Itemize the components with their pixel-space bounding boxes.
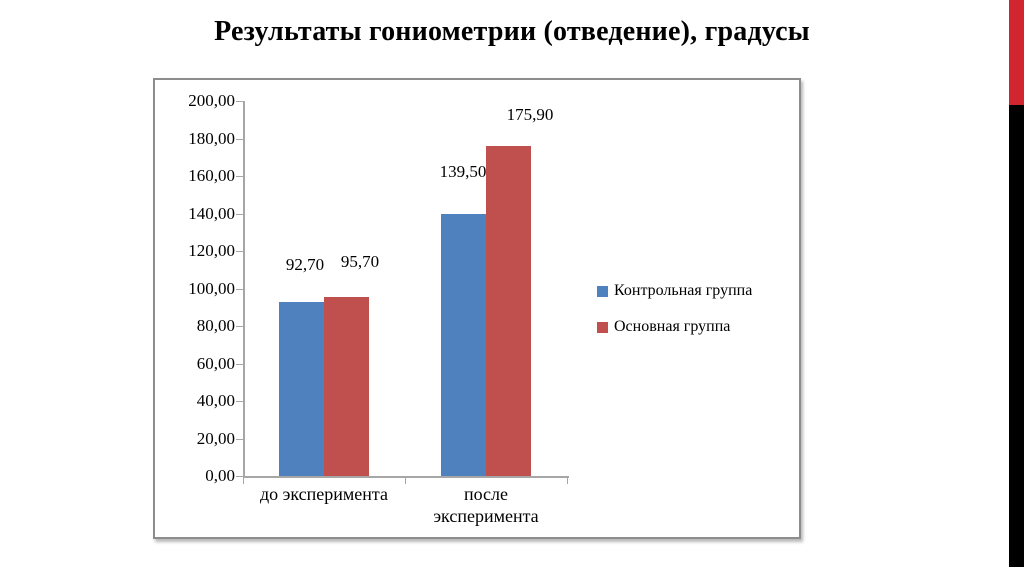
bar-value-label: 95,70 [340, 252, 380, 271]
y-tick-label: 0,00 [205, 466, 235, 485]
bar [279, 302, 324, 476]
y-tick-label: 180,00 [188, 129, 235, 148]
legend-item: Контрольная группа [597, 280, 752, 302]
bar [441, 214, 486, 476]
legend-item: Основная группа [597, 316, 752, 338]
y-tick [236, 101, 243, 102]
y-tick-label: 80,00 [196, 316, 235, 335]
legend: Контрольная группа Основная группа [597, 280, 752, 352]
y-tick [236, 139, 243, 140]
y-tick [236, 364, 243, 365]
y-tick [236, 476, 243, 477]
chart-frame: 0,00 20,00 40,00 60,00 80,00 100,00 120,00 140,… [153, 78, 801, 539]
slide-title: Результаты гониометрии (отведение), град… [214, 16, 810, 47]
x-axis-category-label: до эксперимента [259, 484, 388, 504]
y-tick-label: 40,00 [196, 391, 235, 410]
y-tick-label: 140,00 [188, 204, 235, 223]
x-axis-line [243, 476, 569, 478]
x-tick [405, 476, 406, 484]
x-tick [243, 476, 244, 484]
y-tick-label: 20,00 [196, 429, 235, 448]
y-tick-label: 160,00 [188, 166, 235, 185]
y-tick [236, 401, 243, 402]
y-tick-label: 120,00 [188, 241, 235, 260]
x-axis-category-label: после эксперимента [433, 484, 539, 526]
y-tick-label: 60,00 [196, 354, 235, 373]
y-tick [236, 326, 243, 327]
bar-value-label: 139,50 [439, 162, 487, 181]
plot-area: 0,00 20,00 40,00 60,00 80,00 100,00 120,00 140,… [155, 80, 799, 537]
y-tick [236, 289, 243, 290]
bar [486, 146, 531, 476]
y-axis-line [243, 101, 245, 478]
accent-strip-red [1009, 0, 1024, 105]
y-tick-label: 100,00 [188, 279, 235, 298]
legend-label: Контрольная группа [614, 282, 753, 299]
bar [324, 297, 369, 476]
x-tick [567, 476, 568, 484]
legend-swatch [597, 285, 608, 297]
y-tick [236, 439, 243, 440]
accent-strip-black [1009, 105, 1024, 567]
y-tick [236, 251, 243, 252]
bar-value-label: 175,90 [506, 105, 554, 124]
y-tick-label: 200,00 [188, 91, 235, 110]
y-tick [236, 214, 243, 215]
y-tick [236, 176, 243, 177]
legend-swatch [597, 321, 608, 333]
legend-label: Основная группа [614, 318, 731, 335]
bar-value-label: 92,70 [285, 255, 325, 274]
